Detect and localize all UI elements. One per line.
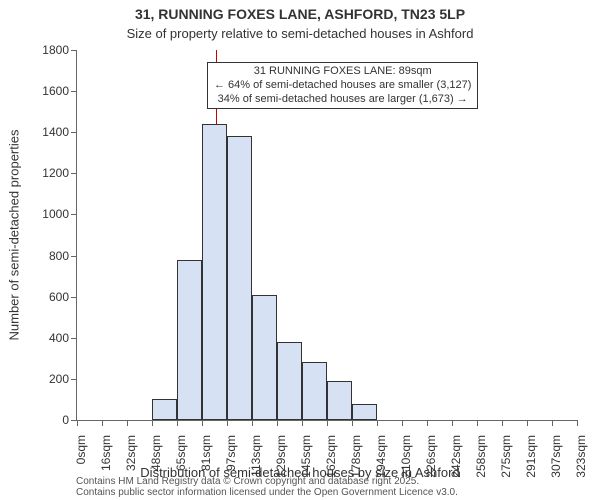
x-tick <box>502 420 503 426</box>
y-tick-label: 800 <box>49 249 69 263</box>
y-tick-label: 1000 <box>42 207 69 221</box>
y-tick <box>71 50 77 51</box>
histogram-bar <box>352 404 377 420</box>
x-tick <box>402 420 403 426</box>
x-tick <box>277 420 278 426</box>
x-tick <box>127 420 128 426</box>
y-tick <box>71 297 77 298</box>
y-tick <box>71 91 77 92</box>
x-tick <box>352 420 353 426</box>
x-tick <box>427 420 428 426</box>
x-tick <box>252 420 253 426</box>
x-tick <box>177 420 178 426</box>
y-tick <box>71 214 77 215</box>
credit-line-1: Contains HM Land Registry data © Crown c… <box>76 476 458 487</box>
histogram-bar <box>177 260 202 420</box>
chart-subtitle: Size of property relative to semi-detach… <box>0 26 600 41</box>
x-tick <box>577 420 578 426</box>
y-tick-label: 200 <box>49 372 69 386</box>
x-tick <box>202 420 203 426</box>
histogram-bar <box>152 399 177 420</box>
y-tick-label: 0 <box>62 413 69 427</box>
y-tick-label: 400 <box>49 331 69 345</box>
y-tick <box>71 173 77 174</box>
annotation-line1: 31 RUNNING FOXES LANE: 89sqm <box>214 65 471 79</box>
x-tick <box>477 420 478 426</box>
y-tick-label: 600 <box>49 290 69 304</box>
y-tick-label: 1200 <box>42 166 69 180</box>
annotation-line2: ← 64% of semi-detached houses are smalle… <box>214 79 471 93</box>
histogram-bar <box>277 342 302 420</box>
histogram-bar <box>252 295 277 420</box>
histogram-bar <box>327 381 352 420</box>
x-tick <box>302 420 303 426</box>
y-tick <box>71 256 77 257</box>
y-tick-label: 1600 <box>42 84 69 98</box>
histogram-bar <box>227 136 252 420</box>
y-axis-label: Number of semi-detached properties <box>7 130 22 341</box>
x-tick <box>227 420 228 426</box>
y-tick-label: 1800 <box>42 43 69 57</box>
credits: Contains HM Land Registry data © Crown c… <box>76 476 458 498</box>
y-tick <box>71 132 77 133</box>
x-tick <box>152 420 153 426</box>
x-tick <box>452 420 453 426</box>
x-tick <box>327 420 328 426</box>
annotation-line3: 34% of semi-detached houses are larger (… <box>214 93 471 107</box>
x-tick <box>377 420 378 426</box>
y-tick <box>71 379 77 380</box>
x-tick <box>527 420 528 426</box>
x-tick-label: 0sqm <box>74 435 88 464</box>
annotation-box: 31 RUNNING FOXES LANE: 89sqm ← 64% of se… <box>207 62 478 109</box>
histogram-bar <box>202 124 227 420</box>
y-tick-label: 1400 <box>42 125 69 139</box>
chart-title: 31, RUNNING FOXES LANE, ASHFORD, TN23 5L… <box>0 6 600 22</box>
y-tick <box>71 338 77 339</box>
x-tick <box>102 420 103 426</box>
x-tick <box>552 420 553 426</box>
histogram-bar <box>302 362 327 420</box>
chart-container: 31, RUNNING FOXES LANE, ASHFORD, TN23 5L… <box>0 0 600 500</box>
credit-line-2: Contains public sector information licen… <box>76 487 458 498</box>
plot-area: 0200400600800100012001400160018000sqm16s… <box>76 50 577 421</box>
x-tick <box>77 420 78 426</box>
